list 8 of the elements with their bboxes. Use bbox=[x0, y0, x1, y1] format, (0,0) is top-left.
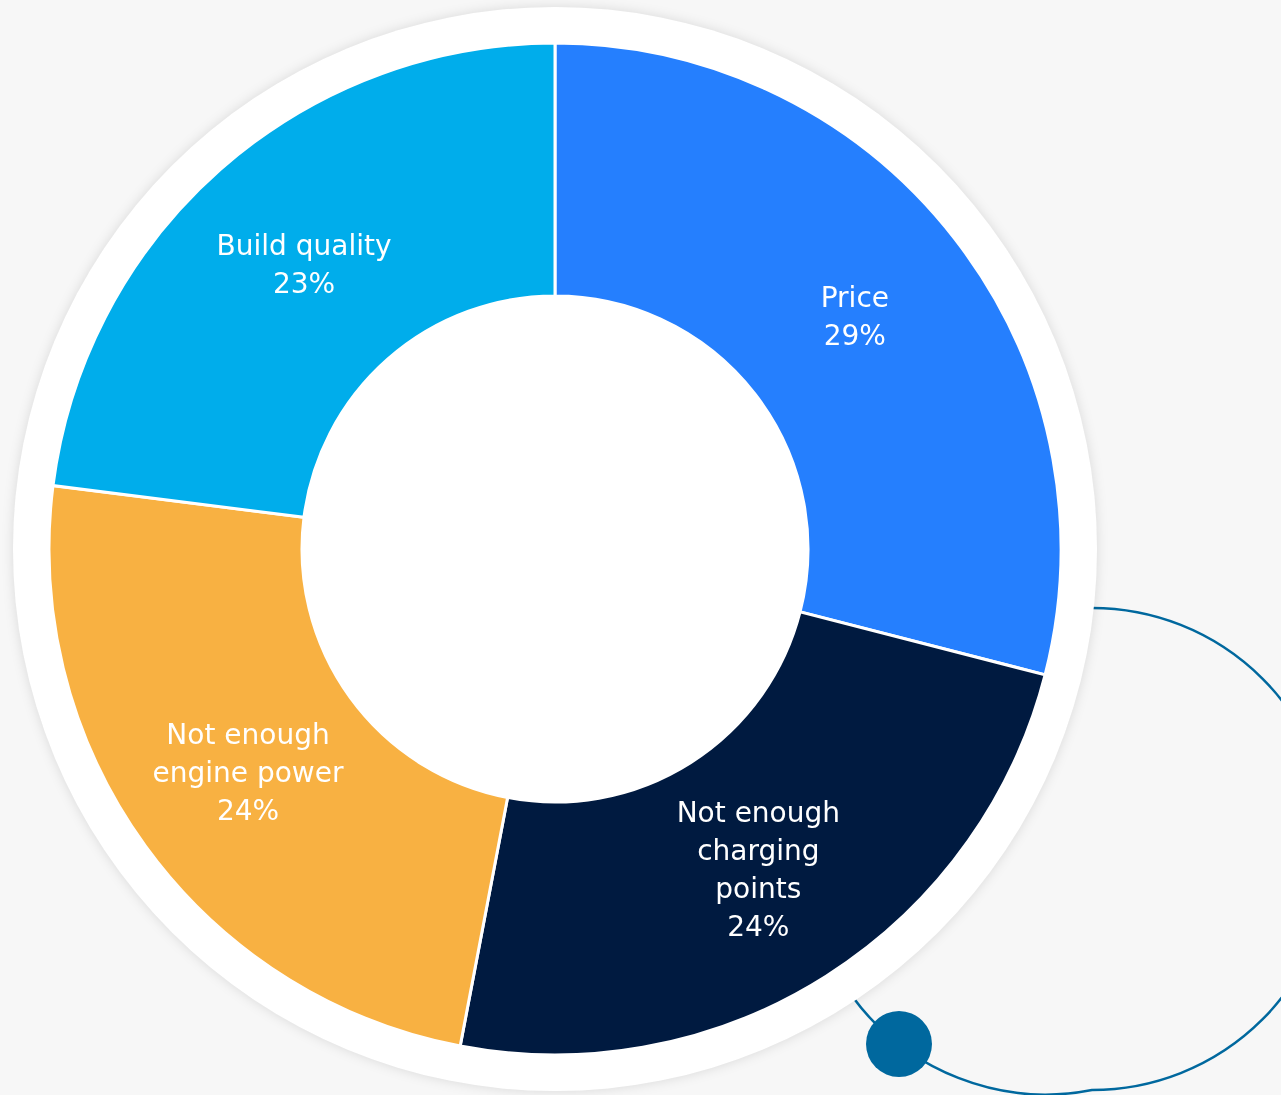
data-label: 29% bbox=[823, 319, 886, 353]
slice-label: Build quality bbox=[216, 229, 392, 263]
slice-label: Price bbox=[820, 281, 890, 315]
data-label: 24% bbox=[216, 794, 280, 828]
data-label: 24% bbox=[727, 910, 790, 944]
slice-label: Not enough engine power bbox=[152, 718, 344, 790]
data-label: 23% bbox=[272, 267, 336, 301]
slice-label: Not enough charging points bbox=[676, 796, 841, 906]
